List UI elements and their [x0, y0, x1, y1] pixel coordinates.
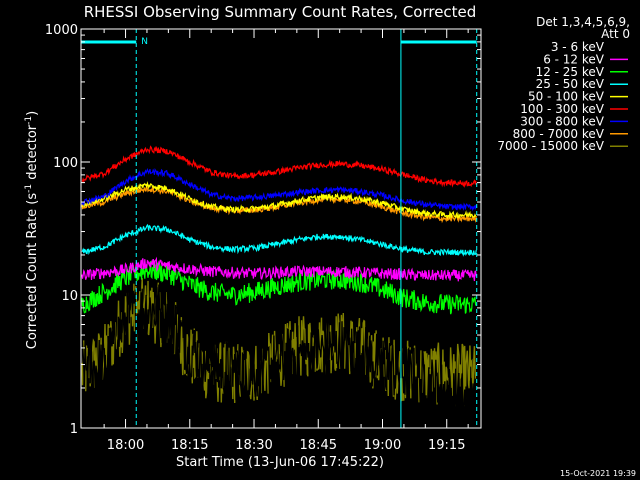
chart-title: RHESSI Observing Summary Count Rates, Co… [84, 3, 477, 21]
y-axis-label: Corrected Count Rate (s-1 detector-1) [24, 111, 40, 349]
legend-title-line-1: Det 1,3,4,5,6,9, [536, 15, 630, 29]
legend-label: 800 - 7000 keV [513, 127, 605, 141]
legend-label: 6 - 12 keV [543, 52, 605, 66]
series-line-300-800-kev [81, 168, 477, 212]
y-tick-label: 1000 [45, 23, 78, 38]
series-line-12-25-kev [81, 260, 477, 315]
series-line-100-300-kev [81, 145, 477, 188]
plot-frame [80, 28, 482, 429]
x-tick-label: 18:30 [235, 438, 272, 453]
x-axis-ticks: 18:00 18:15 18:30 18:45 19:00 19:15 [103, 29, 469, 453]
legend-label: 100 - 300 keV [520, 102, 604, 116]
x-tick-label: 19:15 [428, 438, 465, 453]
y-axis-label-part-3: ) [25, 111, 40, 116]
series-line-800-7000-kev [81, 185, 477, 224]
y-axis-label-superscript-1: -1 [24, 184, 34, 193]
legend-label: 3 - 6 keV [551, 40, 605, 54]
x-tick-label: 18:15 [171, 438, 208, 453]
legend-label: 12 - 25 keV [536, 65, 605, 79]
x-tick-label: 19:00 [364, 438, 401, 453]
y-axis-label-superscript-2: -1 [24, 116, 34, 125]
legend-label: 50 - 100 keV [528, 90, 605, 104]
x-axis-label: Start Time (13-Jun-06 17:45:22) [176, 455, 384, 470]
flag-label: N [141, 37, 148, 47]
x-tick-label: 18:00 [107, 438, 144, 453]
x-tick-label: 18:45 [300, 438, 337, 453]
y-tick-label: 100 [53, 156, 78, 171]
series-line-25-50-kev [81, 223, 477, 257]
y-axis-label-part-1: Corrected Count Rate (s [25, 193, 40, 350]
y-axis-label-part-2: detector [25, 124, 40, 184]
series-line-6-12-kev [81, 256, 477, 282]
legend-label: 300 - 800 keV [520, 114, 604, 128]
y-tick-label: 1 [70, 422, 78, 437]
y-tick-label: 10 [61, 289, 78, 304]
legend-title-line-2: Att 0 [601, 27, 630, 41]
series-layer [81, 145, 477, 429]
legend-label: 7000 - 15000 keV [497, 139, 604, 153]
y-axis-ticks: 1 10 100 1000 [45, 23, 481, 437]
timestamp: 15-Oct-2021 19:39 [560, 469, 636, 478]
legend-label: 25 - 50 keV [536, 77, 605, 91]
series-line-3-6-kev [81, 284, 477, 429]
series-line-50-100-kev [81, 181, 477, 220]
